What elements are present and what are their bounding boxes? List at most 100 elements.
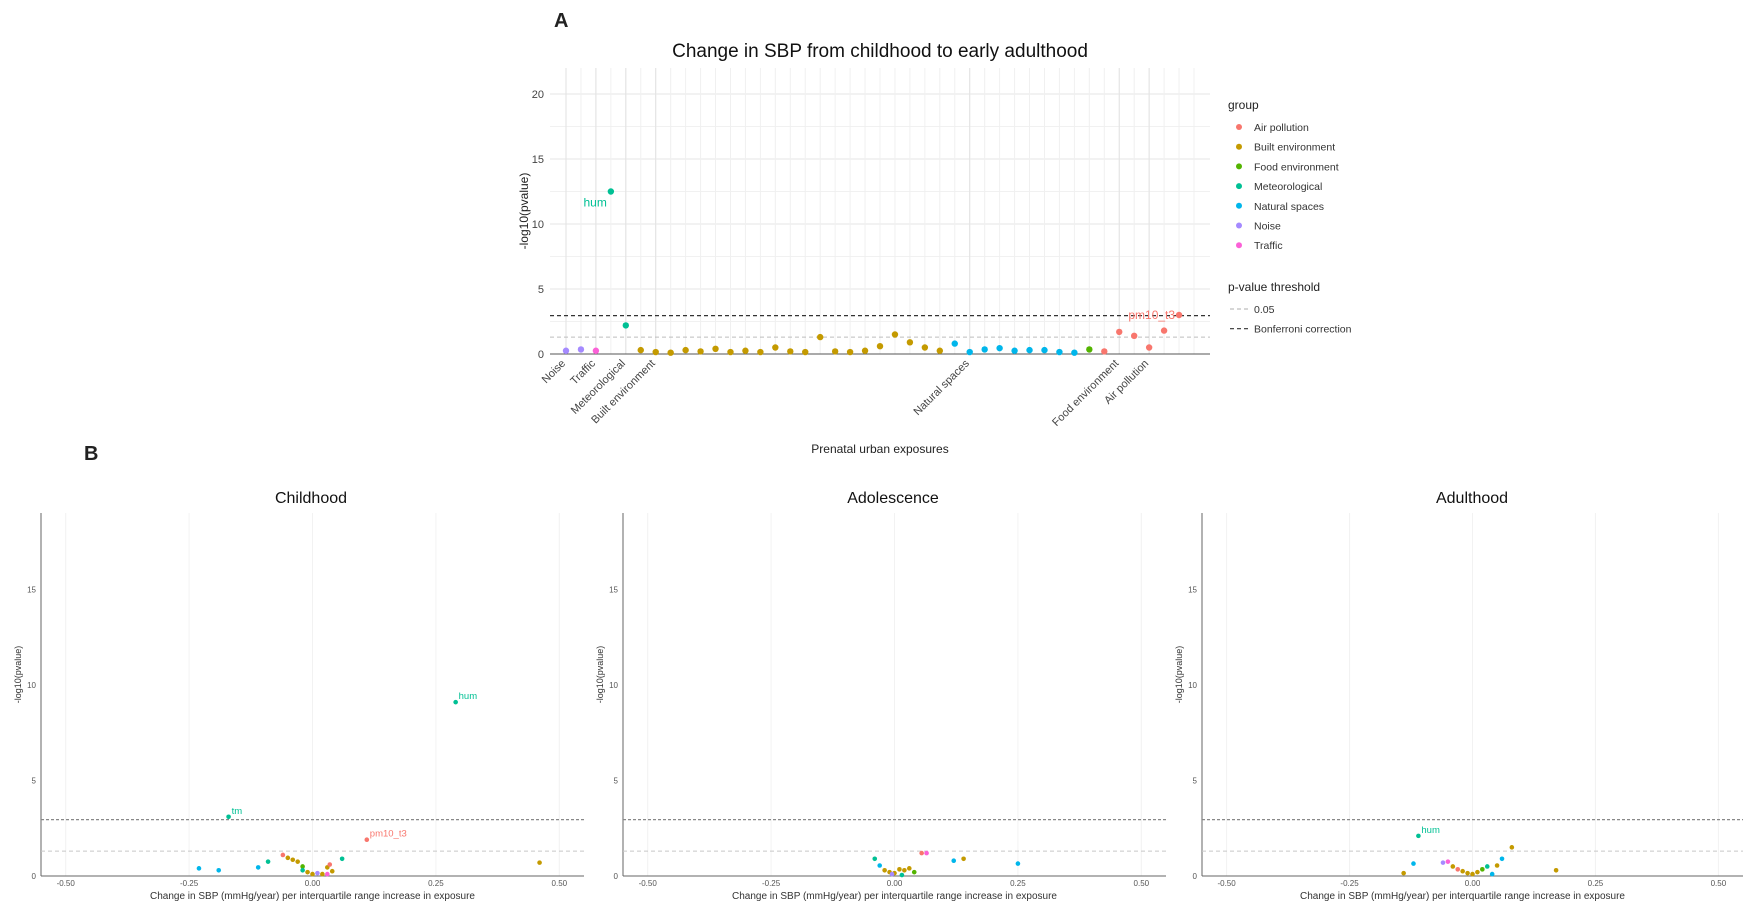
data-point (911, 869, 917, 875)
legend-key (1236, 143, 1242, 150)
panel-b-childhood: 0 5 10 15 -0.50 -0.25 0.00 0.25 0.50 hum tm pm10_t3… (13, 490, 584, 902)
data-point (981, 346, 988, 353)
point-label: pm10_t3 (1128, 308, 1175, 322)
legend-entry: Food environment (1254, 161, 1339, 173)
y-tick-label: 5 (32, 776, 37, 785)
data-point (652, 348, 659, 356)
y-tick-label: 15 (609, 585, 618, 594)
data-point (329, 868, 335, 874)
data-point (1509, 845, 1515, 850)
data-point (592, 347, 600, 354)
data-point (742, 347, 749, 354)
data-point (300, 867, 305, 873)
data-point (757, 348, 764, 356)
x-tick-label: -0.50 (57, 879, 76, 888)
data-point (936, 347, 944, 354)
legend-key (1236, 222, 1242, 229)
y-tick-label: 5 (538, 284, 544, 296)
data-point (902, 867, 907, 873)
x-axis-label: Change in SBP (mmHg/year) per interquart… (150, 891, 475, 902)
x-tick-label: Natural spaces (911, 357, 972, 418)
data-point (906, 339, 914, 346)
data-point (727, 348, 734, 356)
x-tick-label: 0.25 (428, 879, 444, 888)
data-point (1056, 348, 1063, 356)
data-point (265, 859, 271, 864)
y-tick-label: 20 (532, 89, 544, 101)
data-point (216, 867, 222, 873)
x-tick-label: 0.50 (1134, 879, 1150, 888)
panel-b-adolescence: 0 5 10 15 -0.50 -0.25 0.00 0.25 0.50 Adolescence C… (595, 490, 1166, 902)
data-point (891, 331, 899, 338)
data-point (897, 867, 902, 872)
point-label: pm10_t3 (370, 829, 407, 840)
data-point (637, 346, 644, 354)
data-point (537, 860, 542, 865)
x-tick-label: 0.50 (552, 879, 568, 888)
data-point (831, 348, 839, 355)
data-point (607, 188, 615, 195)
data-point (772, 344, 779, 351)
data-point (889, 871, 895, 877)
panel-label-b: B (84, 443, 99, 465)
data-point (924, 850, 929, 856)
data-point (882, 867, 887, 873)
data-point (872, 856, 878, 862)
legend-key (1236, 183, 1242, 190)
data-point (1145, 344, 1153, 351)
data-point (846, 348, 854, 356)
data-point (1175, 311, 1183, 319)
data-point (1445, 859, 1451, 864)
data-point (622, 322, 630, 329)
y-tick-label: 5 (1193, 776, 1198, 785)
y-axis-label: -log10(pvalue) (1174, 646, 1184, 704)
x-tick-label: 0.50 (1711, 879, 1727, 888)
data-point (682, 346, 689, 354)
data-point (1026, 346, 1033, 354)
data-point (667, 349, 674, 356)
data-point (1011, 347, 1018, 354)
data-point (996, 344, 1003, 352)
data-point (1041, 346, 1048, 354)
y-tick-label: 15 (532, 154, 544, 166)
data-point (285, 855, 291, 861)
data-point (697, 348, 704, 355)
data-point (226, 814, 231, 820)
data-point (327, 862, 333, 867)
legend-threshold-entry: Bonferroni correction (1254, 324, 1352, 336)
data-point (300, 864, 305, 869)
y-tick-label: 10 (609, 681, 618, 690)
data-point (921, 344, 929, 351)
data-point (712, 345, 719, 352)
x-tick-label: 0.25 (1010, 879, 1026, 888)
y-tick-label: 10 (1188, 681, 1197, 690)
y-tick-label: 15 (27, 585, 36, 594)
data-point (966, 348, 973, 356)
data-point (919, 850, 924, 856)
data-point (255, 865, 261, 870)
x-tick-label: -0.25 (180, 879, 199, 888)
y-tick-label: 0 (32, 872, 37, 881)
y-tick-label: 0 (538, 349, 544, 361)
point-label: tm (232, 806, 243, 817)
data-point (1455, 867, 1461, 872)
data-point (562, 347, 570, 354)
x-axis-label: Change in SBP (mmHg/year) per interquart… (1300, 891, 1625, 902)
data-point (315, 870, 320, 876)
data-point (453, 699, 458, 705)
legend-threshold-title: p-value threshold (1228, 280, 1320, 294)
x-tick-label: 0.00 (887, 879, 903, 888)
x-tick-label: Noise (540, 358, 568, 386)
data-point (1101, 348, 1108, 355)
data-point (1489, 871, 1495, 877)
panel-a-chart: 0 5 10 15 20 Noise Traffic Meteorological Built … (517, 41, 1352, 456)
panel-label-a: A (554, 10, 569, 32)
y-tick-label: 10 (532, 219, 544, 231)
subplot-title: Adolescence (847, 490, 939, 507)
data-point (280, 852, 286, 858)
data-point (305, 869, 310, 875)
data-point (899, 872, 905, 878)
data-point (1015, 861, 1021, 866)
data-point (310, 871, 315, 877)
